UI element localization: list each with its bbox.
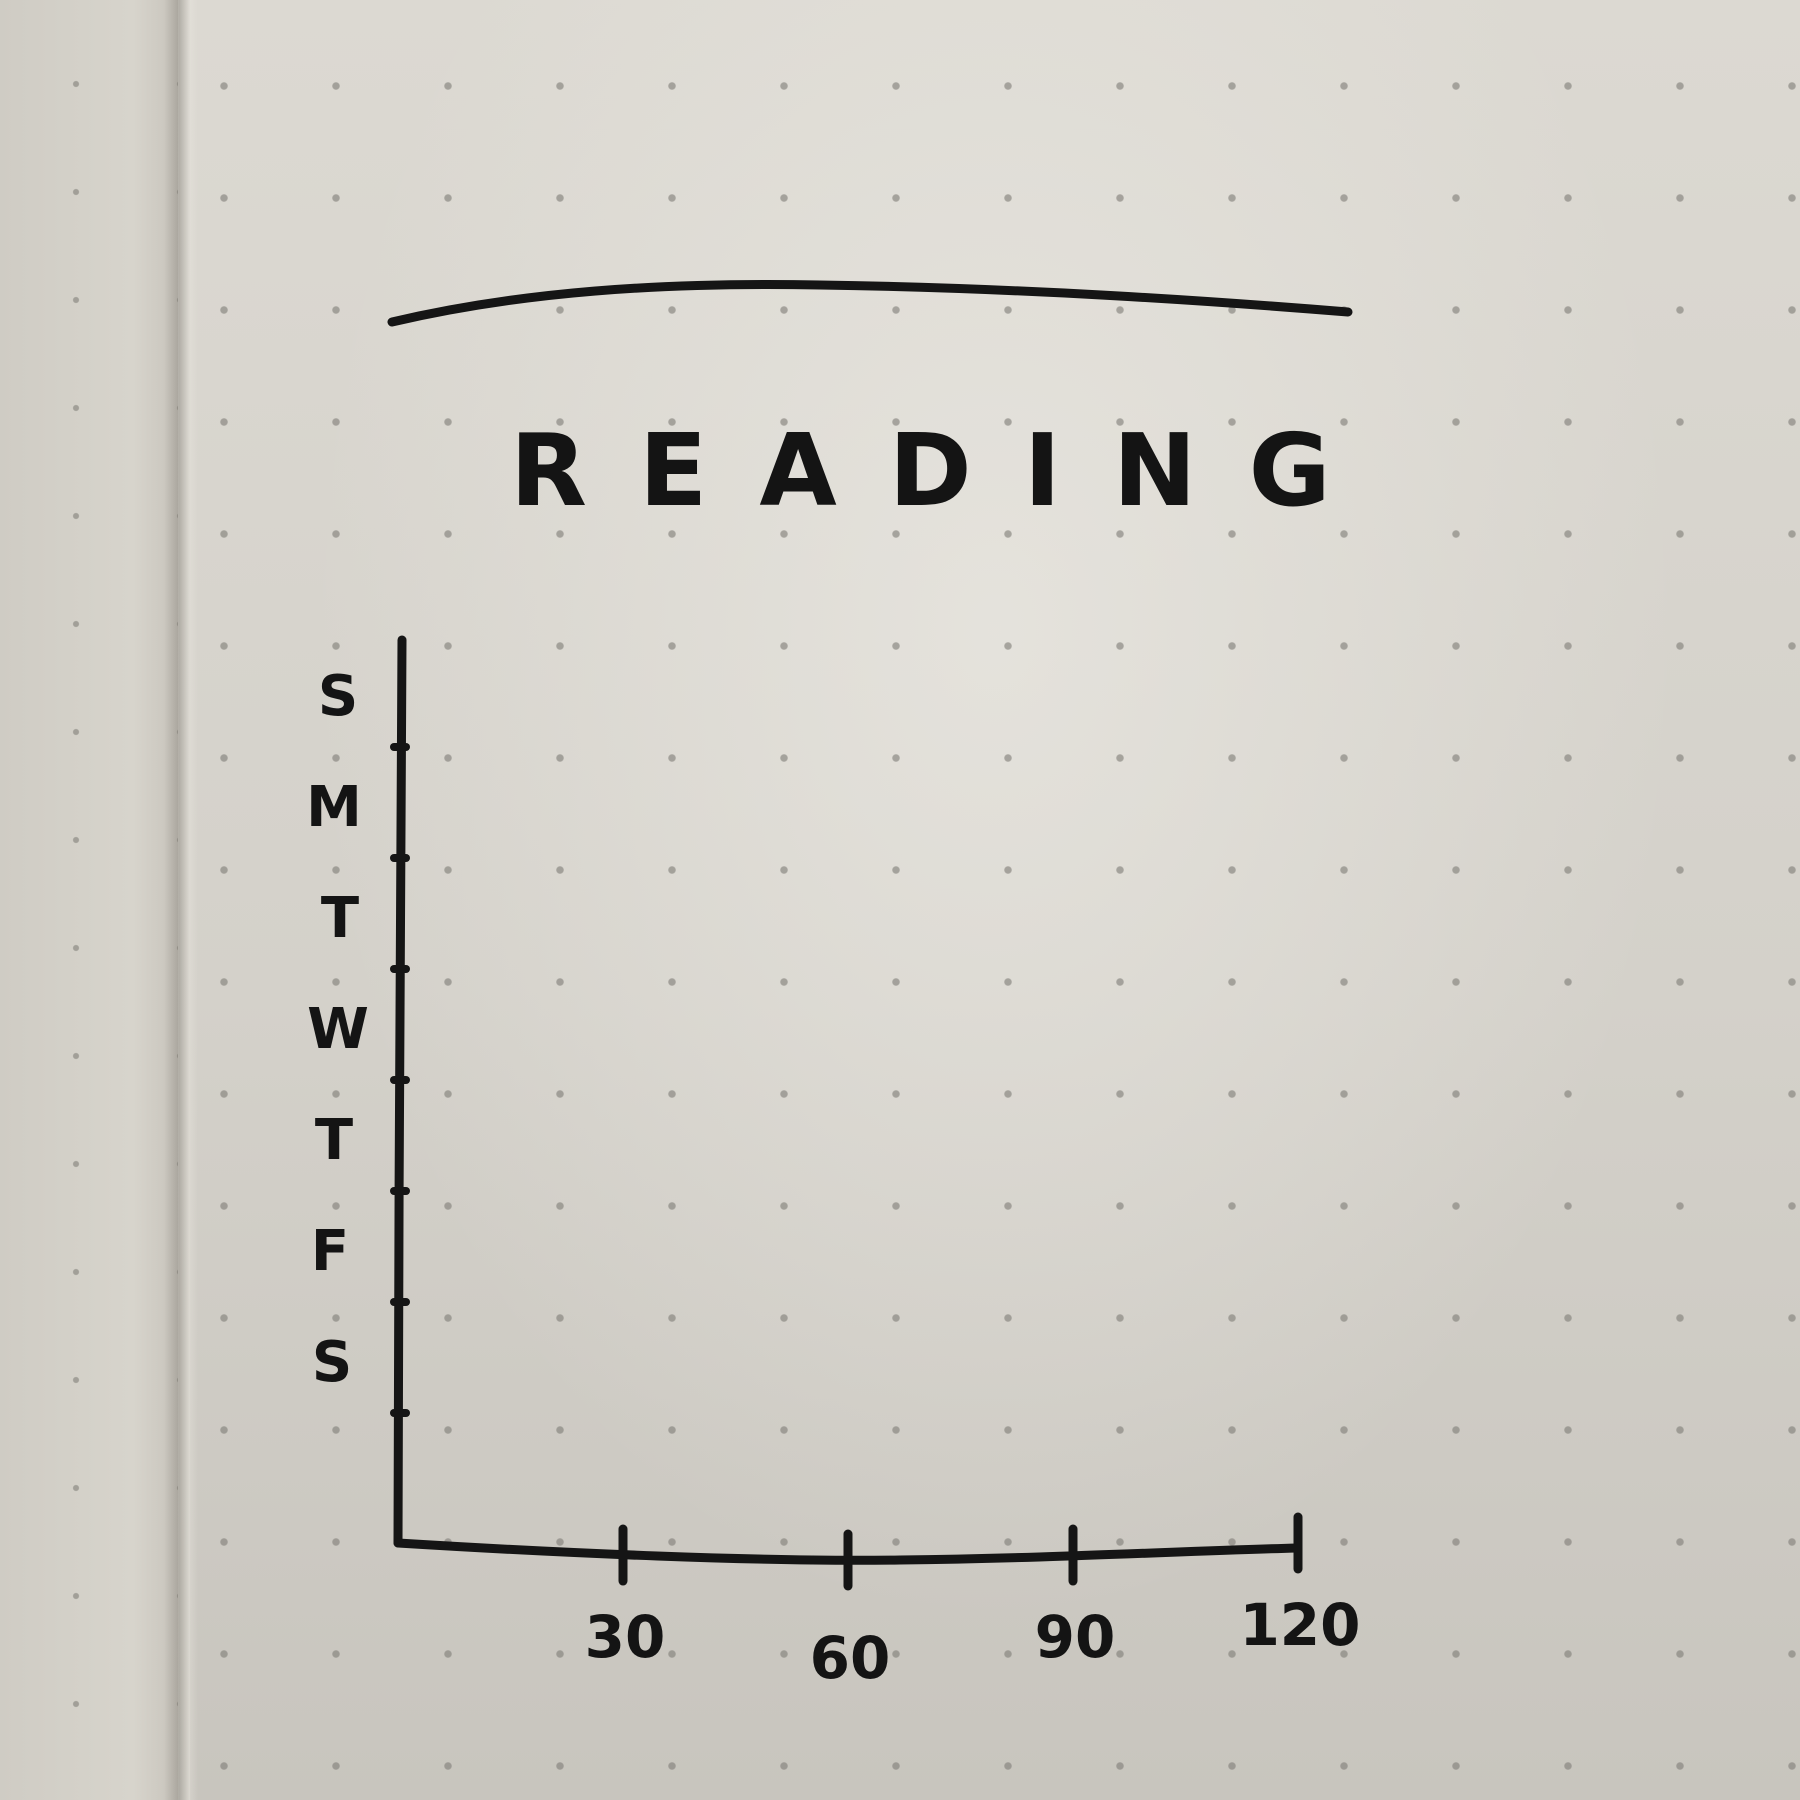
y-tick-label-2: T xyxy=(321,886,359,951)
y-axis-line xyxy=(393,635,407,1548)
x-axis xyxy=(393,1538,1303,1565)
x-tick-label-1: 60 xyxy=(810,1624,891,1692)
y-axis xyxy=(393,635,407,1548)
y-tick-label-4: T xyxy=(315,1108,353,1173)
x-tick-label-2: 90 xyxy=(1035,1603,1116,1671)
left-notebook-page xyxy=(0,0,178,1800)
y-tick-label-1: M xyxy=(306,775,362,840)
y-tick-label-0: S xyxy=(318,664,358,729)
x-tick-label-3: 120 xyxy=(1239,1591,1360,1659)
y-tick-label-5: F xyxy=(311,1219,349,1284)
x-axis-line xyxy=(393,1538,1303,1565)
x-tick-label-0: 30 xyxy=(585,1603,666,1671)
notebook-gutter xyxy=(164,0,198,1800)
x-ticks: 30 60 90 120 xyxy=(585,1512,1361,1692)
y-tick-label-6: S xyxy=(312,1330,352,1395)
y-tick-label-3: W xyxy=(307,997,369,1062)
chart-title: READING xyxy=(510,412,1383,529)
right-notebook-page xyxy=(190,0,1800,1800)
title-rule-line xyxy=(387,280,1353,327)
